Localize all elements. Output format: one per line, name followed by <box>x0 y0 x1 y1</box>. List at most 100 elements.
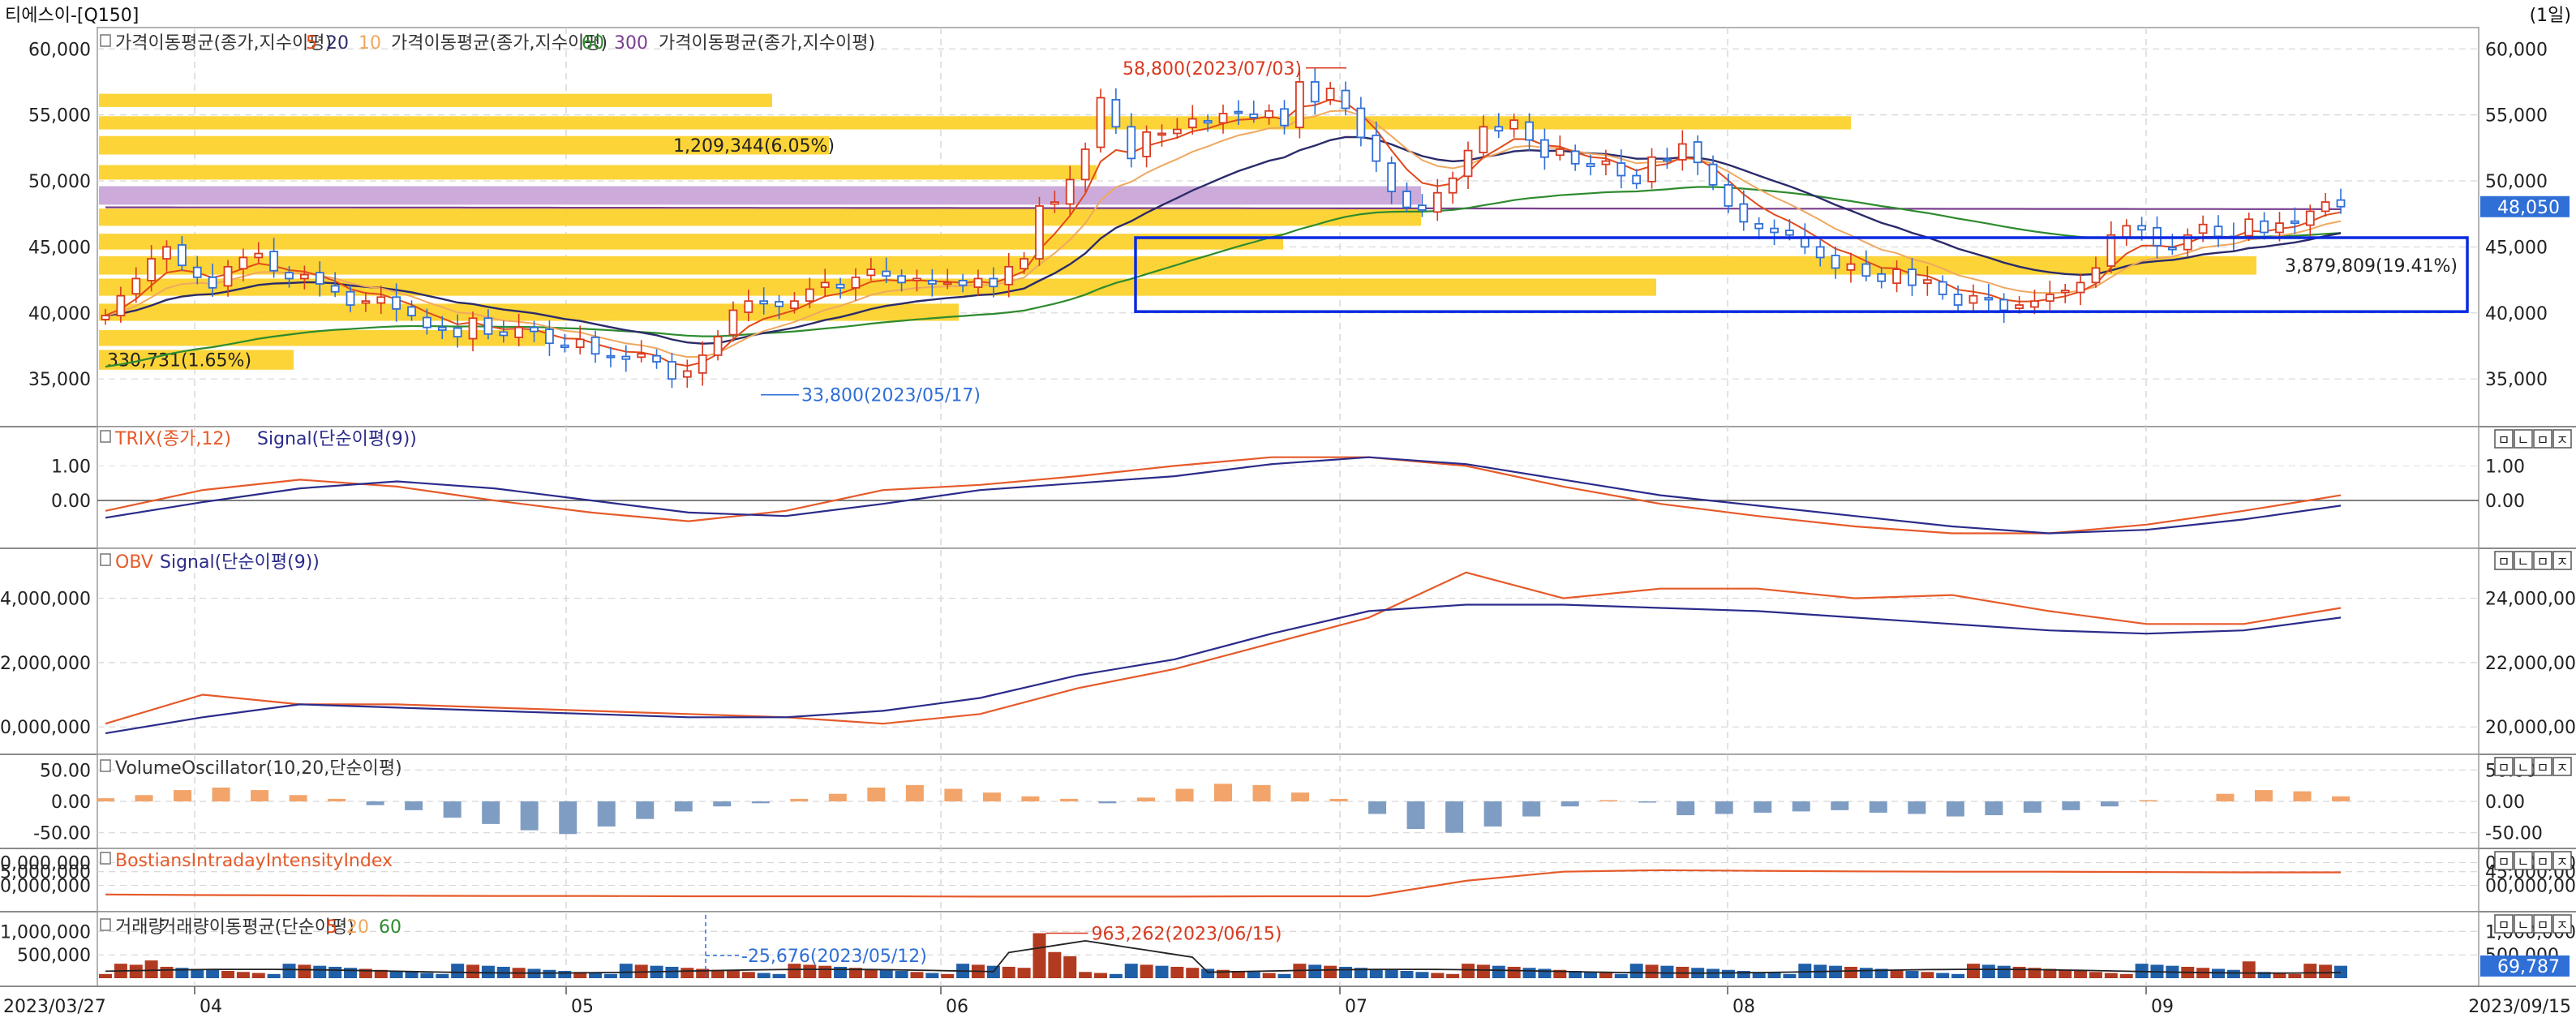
y-tick-label-left: 1.00 <box>51 457 91 477</box>
volume-bar <box>1569 971 1582 978</box>
y-tick-label-left: 22,000,000 <box>0 654 91 674</box>
panel-button[interactable] <box>2533 851 2552 870</box>
volume-bar <box>1308 964 1322 978</box>
volume-bar <box>895 971 908 978</box>
volume-bar <box>2319 964 2333 978</box>
legend-item: 20 <box>346 917 369 938</box>
panel-button[interactable] <box>2552 551 2572 570</box>
volume-bar <box>2273 973 2286 978</box>
volume-bar <box>358 968 372 978</box>
volume-bar <box>1829 965 1843 978</box>
candle-body <box>1984 297 1994 301</box>
volume-profile-label: 330,731(1.65%) <box>107 351 251 371</box>
candle-body <box>927 280 937 285</box>
volume-profile-bar <box>99 93 772 107</box>
candle-body <box>698 354 707 374</box>
volume-bar <box>1033 933 1046 978</box>
series-line <box>105 571 2342 725</box>
panel-button[interactable] <box>2494 429 2514 449</box>
volume-bar <box>848 968 862 978</box>
volume-bar <box>1385 969 1398 978</box>
panel-button[interactable] <box>2494 757 2514 776</box>
oscillator-bar <box>520 801 539 831</box>
candle-body <box>1861 263 1871 277</box>
y-tick-label-right: 60,000 <box>2485 40 2548 60</box>
low-annotation: 33,800(2023/05/17) <box>801 386 981 406</box>
panel-button[interactable] <box>2552 757 2572 776</box>
volume-bar <box>1538 968 1552 978</box>
volume-bar <box>374 969 388 978</box>
panel-button[interactable] <box>2533 757 2552 776</box>
volume-bar <box>864 968 878 978</box>
volume-bar <box>2012 966 2026 978</box>
panel-button[interactable] <box>2514 757 2533 776</box>
volume-bar <box>1431 973 1445 978</box>
y-tick-label-left: -50.00 <box>33 824 91 844</box>
panel-button[interactable] <box>2514 429 2533 449</box>
legend-checkbox[interactable] <box>100 430 111 443</box>
candle-body <box>1080 148 1090 181</box>
panel-button[interactable] <box>2494 851 2514 870</box>
volume-bar <box>1354 968 1367 978</box>
oscillator-bar <box>1522 801 1541 817</box>
header-bar <box>0 0 2576 28</box>
y-tick-label-right: 1.00 <box>2485 457 2525 477</box>
volume-bar <box>1798 964 1812 978</box>
panel-button[interactable] <box>2533 914 2552 934</box>
panel-button[interactable] <box>2494 914 2514 934</box>
oscillator-bar <box>2100 801 2119 807</box>
y-tick-label-left: 500,000 <box>17 946 91 966</box>
candle-body <box>866 268 876 277</box>
panel-button[interactable] <box>2552 851 2572 870</box>
candle-body <box>1356 107 1366 139</box>
panel-button[interactable] <box>2552 429 2572 449</box>
panel-button[interactable] <box>2494 551 2514 570</box>
candle-body <box>162 246 171 260</box>
candle-body <box>2213 225 2223 238</box>
candle-body <box>1218 113 1228 124</box>
candle-body <box>1555 148 1565 157</box>
volume-profile-bar <box>99 165 1097 180</box>
volume-profile-bar <box>99 278 1656 296</box>
panel-button[interactable] <box>2533 551 2552 570</box>
candle-body <box>2260 220 2269 234</box>
candle-body <box>2045 294 2054 303</box>
y-tick-label-left: 40,000 <box>28 304 91 324</box>
candle-body <box>1187 118 1197 129</box>
legend-item: Signal(단순이평(9)) <box>160 552 320 573</box>
panel-button[interactable] <box>2533 429 2552 449</box>
candle-body <box>147 258 157 281</box>
legend-checkbox[interactable] <box>100 918 111 931</box>
y-tick-label-left: 1,000,000 <box>0 922 91 943</box>
legend-checkbox[interactable] <box>100 34 111 47</box>
oscillator-bar <box>1021 796 1040 801</box>
volume-bar <box>466 964 480 978</box>
candle-body <box>1693 141 1702 164</box>
candle-body <box>1616 162 1626 177</box>
volume-bar <box>1124 964 1138 978</box>
high-annotation: 58,800(2023/07/03) <box>1123 59 1302 79</box>
panel-button[interactable] <box>2552 914 2572 934</box>
panel-button[interactable] <box>2514 851 2533 870</box>
legend-checkbox[interactable] <box>100 553 111 566</box>
candle-body <box>1922 279 1932 285</box>
candle-body <box>407 306 416 316</box>
candle-body <box>1096 97 1106 148</box>
legend-checkbox[interactable] <box>100 852 111 865</box>
y-tick-label-left: 50.00 <box>40 761 91 781</box>
panel-button[interactable] <box>2514 914 2533 934</box>
volume-bar <box>711 969 725 978</box>
candle-body <box>560 344 569 349</box>
panel-button[interactable] <box>2514 551 2533 570</box>
oscillator-bar <box>982 792 1001 801</box>
candle-body <box>2030 300 2039 308</box>
volume-bar <box>1997 965 2011 978</box>
volume-bar <box>144 960 158 978</box>
candle-body <box>2106 234 2116 267</box>
volume-bar <box>1859 968 1873 978</box>
candle-body <box>530 326 539 333</box>
volume-bar <box>2043 968 2057 978</box>
legend-checkbox[interactable] <box>100 759 111 772</box>
y-tick-label-left: 45,000 <box>28 238 91 258</box>
